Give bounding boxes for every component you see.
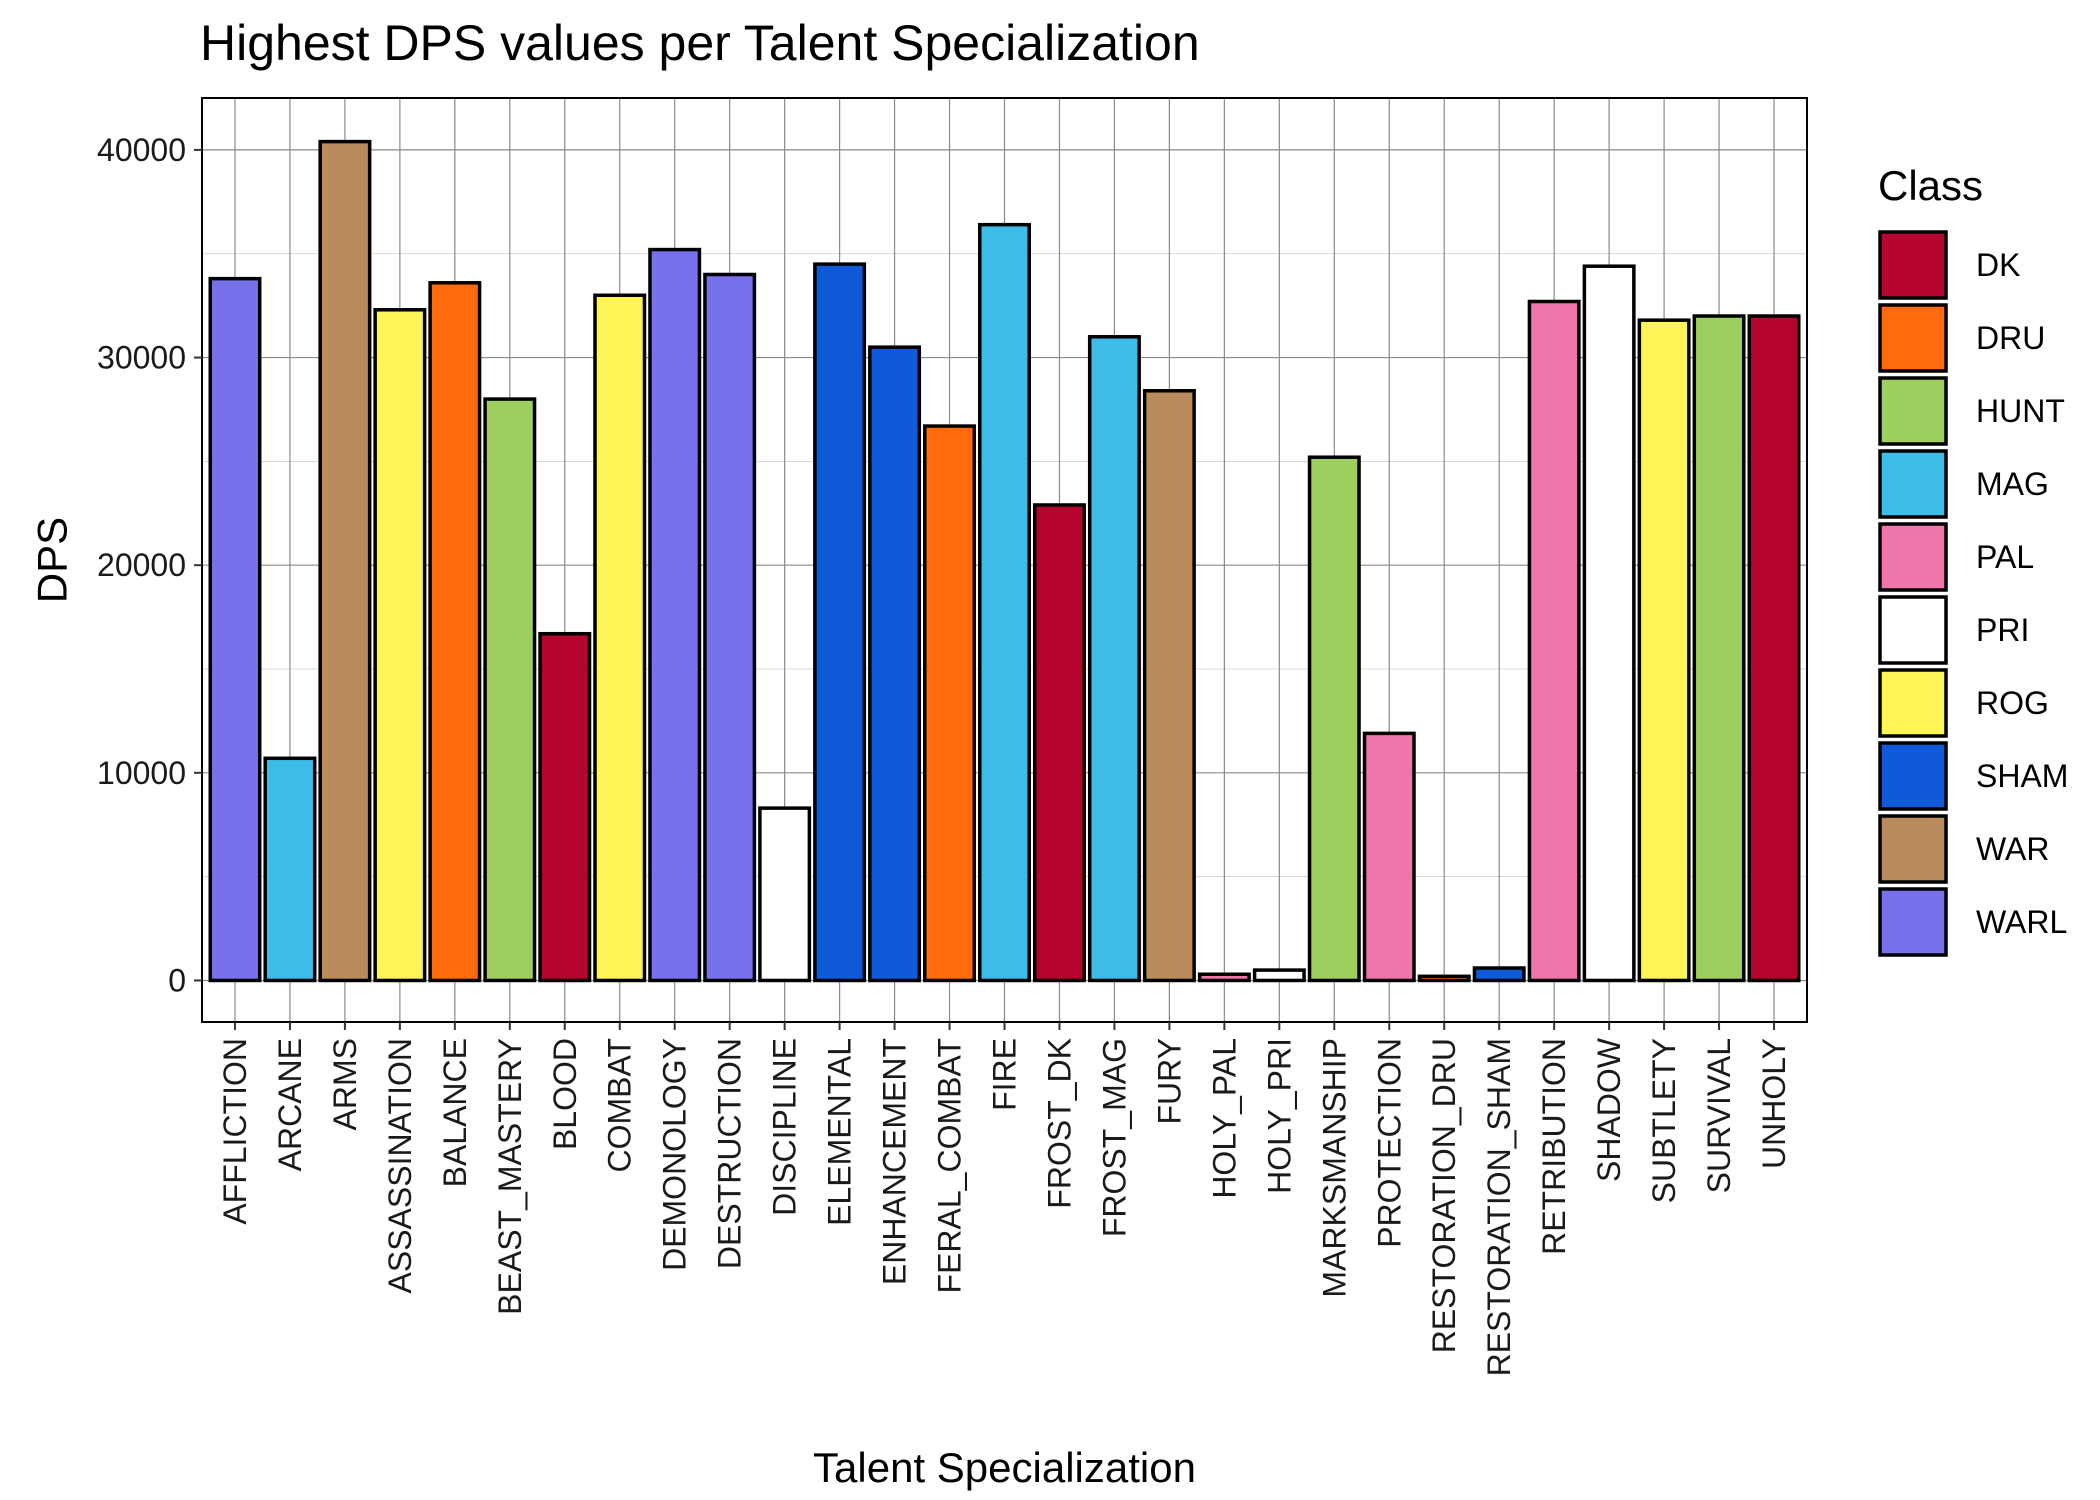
legend-label-war: WAR [1976,831,2049,867]
x-tick-label: DISCIPLINE [767,1038,803,1216]
legend-swatch-sham [1878,741,1948,811]
legend-swatch-dru [1878,303,1948,373]
x-tick-label: BEAST_MASTERY [492,1038,528,1315]
x-tick-label: SURVIVAL [1701,1038,1737,1193]
bar-destruction [703,272,757,983]
x-tick-label: FROST_MAG [1096,1038,1132,1237]
legend-swatch-pal [1878,522,1948,592]
bar-fury [1142,389,1196,983]
bar-subtlety [1637,318,1691,983]
legend-swatch-pri [1878,595,1948,665]
x-tick-label: RESTORATION_DRU [1426,1038,1462,1353]
x-tick-label: ENHANCEMENT [877,1038,913,1285]
legend-label-pal: PAL [1976,539,2034,575]
y-axis-ticks: 0 10000 20000 30000 40000 [97,132,202,998]
bar-assassination [373,308,427,983]
bar-shadow [1582,264,1636,983]
bar-feral-combat [923,424,977,983]
legend-label-dru: DRU [1976,320,2045,356]
x-tick-label: MARKSMANSHIP [1316,1038,1352,1298]
legend-label-pri: PRI [1976,612,2029,648]
bar-frost-dk [1032,503,1086,983]
y-tick-label: 40000 [97,132,186,168]
bar-retribution [1527,299,1581,983]
x-tick-label: BALANCE [437,1038,473,1187]
bar-fire [978,222,1031,983]
legend-label-hunt: HUNT [1976,393,2065,429]
x-tick-label: RETRIBUTION [1536,1038,1572,1255]
x-tick-label: FROST_DK [1041,1038,1077,1209]
x-tick-label: UNHOLY [1756,1038,1792,1169]
bars [208,139,1801,983]
bar-restoration-sham [1472,966,1526,983]
bar-survival [1692,314,1746,983]
x-tick-label: FIRE [987,1038,1023,1111]
x-tick-label: RESTORATION_SHAM [1481,1038,1517,1376]
x-axis-title: Talent Specialization [813,1444,1196,1491]
x-tick-label: SHADOW [1591,1037,1627,1182]
x-tick-label: FERAL_COMBAT [932,1038,968,1293]
legend-swatch-mag [1878,449,1948,519]
y-axis-title: DPS [29,517,76,603]
y-tick-label: 30000 [97,340,186,376]
bar-unholy [1747,314,1801,983]
bar-restoration-dru [1417,974,1471,983]
legend-swatch-hunt [1878,376,1948,446]
legend-swatch-warl [1878,887,1948,957]
bar-marksmanship [1307,455,1361,983]
legend-label-warl: WARL [1976,904,2067,940]
chart-title: Highest DPS values per Talent Specializa… [200,15,1200,71]
x-tick-label: SUBTLETY [1646,1038,1682,1203]
bar-elemental [813,262,867,983]
x-axis-ticks: AFFLICTION ARCANE ARMS ASSASSINATION BALANCE… [217,1022,1792,1376]
x-tick-label: FURY [1151,1038,1187,1125]
x-tick-label: HOLY_PRI [1261,1038,1297,1194]
x-tick-label: HOLY_PAL [1206,1038,1242,1199]
x-tick-label: AFFLICTION [217,1038,253,1225]
x-tick-label: ARCANE [272,1038,308,1171]
bar-affliction [208,276,262,983]
bar-balance [428,281,482,983]
x-tick-label: COMBAT [602,1038,638,1173]
bar-enhancement [868,345,922,983]
bar-demonology [648,247,702,983]
bar-holy-pal [1197,972,1251,983]
y-tick-label: 20000 [97,547,186,583]
legend-label-sham: SHAM [1976,758,2068,794]
y-tick-label: 0 [168,962,186,998]
legend-swatch-dk [1878,230,1948,300]
legend-label-mag: MAG [1976,466,2049,502]
bar-beast-mastery [483,397,537,983]
x-tick-label: ELEMENTAL [822,1038,858,1226]
bar-arms [318,139,372,983]
bar-blood [538,631,592,983]
x-tick-label: PROTECTION [1371,1038,1407,1248]
legend: Class DK DRU HUNT MAG PAL PRI ROG SHAM WAR WARL [1878,162,2068,957]
y-tick-label: 10000 [97,755,186,791]
bar-protection [1362,731,1416,983]
x-tick-label: BLOOD [547,1038,583,1150]
x-tick-label: DESTRUCTION [712,1038,748,1269]
legend-swatch-rog [1878,668,1948,738]
legend-swatch-war [1878,814,1948,884]
bar-combat [593,293,647,983]
bar-discipline [758,806,812,983]
legend-label-rog: ROG [1976,685,2049,721]
x-tick-label: DEMONOLOGY [657,1038,693,1271]
legend-title: Class [1878,162,1983,209]
legend-label-dk: DK [1976,247,2020,283]
bar-arcane [263,756,317,983]
bar-frost-mag [1087,335,1141,983]
bar-holy-pri [1252,968,1306,983]
x-tick-label: ASSASSINATION [382,1038,418,1293]
x-tick-label: ARMS [327,1038,363,1130]
